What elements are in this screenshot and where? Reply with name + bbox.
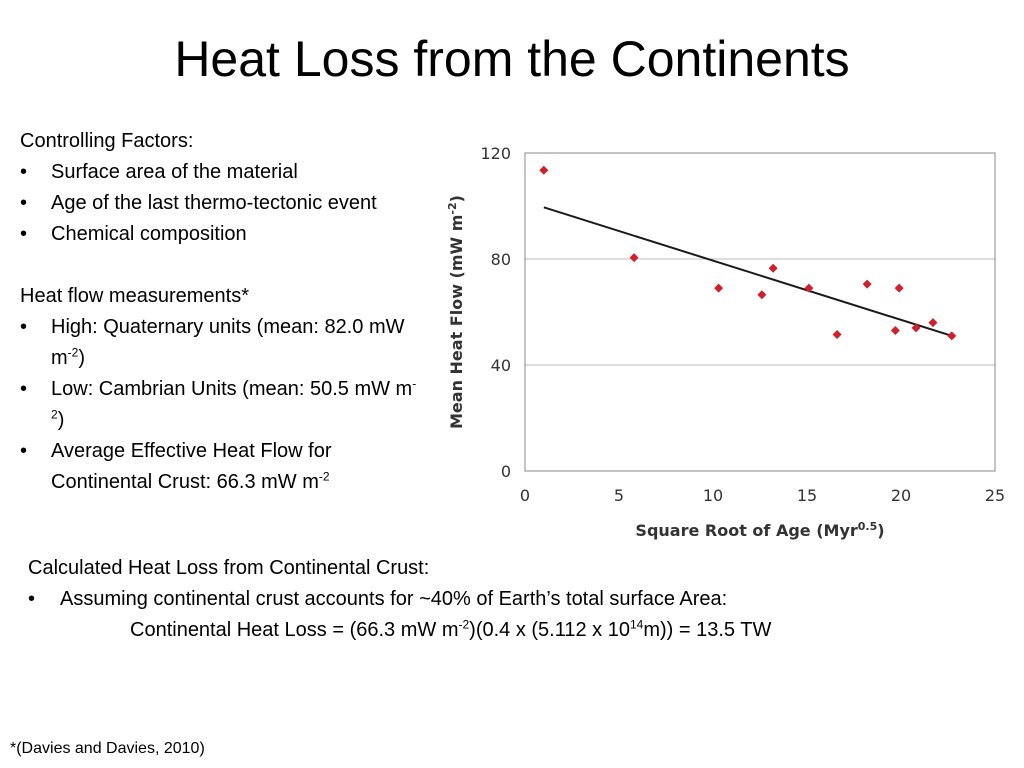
average-measurement-text: Average Effective Heat Flow for Continen… — [51, 440, 332, 493]
superscript: -2 — [318, 469, 330, 484]
heat-loss-formula: Continental Heat Loss = (66.3 mW m-2)(0.… — [28, 615, 1008, 646]
data-point — [757, 290, 767, 300]
calculation-heading: Calculated Heat Loss from Continental Cr… — [28, 557, 430, 579]
bullet-glyph: • — [20, 378, 28, 400]
calculation-block: Calculated Heat Loss from Continental Cr… — [28, 553, 1008, 646]
superscript: 14 — [629, 617, 644, 632]
data-point — [894, 283, 904, 293]
y-tick-label: 120 — [480, 144, 511, 163]
data-point — [862, 279, 872, 289]
data-point — [539, 165, 549, 175]
x-axis-label: Square Root of Age (Myr0.5) — [635, 520, 884, 540]
data-point — [832, 330, 842, 340]
list-item: • Age of the last thermo-tectonic event — [20, 188, 425, 219]
y-axis-label-sup: -2 — [446, 202, 459, 214]
data-point — [804, 283, 814, 293]
high-measurement-text: High: Quaternary units (mean: 82.0 mW m — [51, 316, 405, 369]
list-item: • Surface area of the material — [20, 157, 425, 188]
x-tick-label: 5 — [614, 486, 624, 505]
controlling-factor-text: Age of the last thermo-tectonic event — [51, 192, 377, 214]
low-measurement-text: Low: Cambrian Units (mean: 50.5 mW m — [51, 378, 413, 400]
data-point — [911, 323, 921, 333]
bullet-glyph: • — [20, 440, 28, 462]
list-item: • Low: Cambrian Units (mean: 50.5 mW m-2) — [20, 374, 425, 436]
controlling-factors-heading: Controlling Factors: — [20, 130, 194, 152]
bullet-glyph: • — [20, 161, 28, 183]
x-tick-label: 20 — [891, 486, 911, 505]
text-tail: ) — [78, 347, 86, 369]
controlling-factor-text: Chemical composition — [51, 223, 247, 245]
formula-part: m)) = 13.5 TW — [643, 619, 772, 641]
x-axis-label-tail: ) — [877, 521, 884, 540]
x-tick-label: 15 — [797, 486, 817, 505]
data-point — [928, 318, 938, 328]
measurements-heading: Heat flow measurements* — [20, 285, 249, 307]
x-tick-label: 0 — [520, 486, 530, 505]
x-tick-labels: 0 5 10 15 20 25 — [520, 486, 1005, 505]
left-text-block: Controlling Factors: • Surface area of th… — [20, 126, 425, 498]
x-tick-label: 25 — [985, 486, 1005, 505]
data-point — [768, 263, 778, 273]
controlling-factor-text: Surface area of the material — [51, 161, 298, 183]
assumption-text: Assuming continental crust accounts for … — [60, 588, 728, 610]
trend-line — [543, 206, 953, 337]
x-axis-label-sup: 0.5 — [858, 520, 878, 533]
slide-title: Heat Loss from the Continents — [174, 31, 850, 87]
formula-part: Continental Heat Loss = (66.3 mW m — [130, 619, 459, 641]
text-tail: ) — [57, 409, 65, 431]
data-point — [890, 326, 900, 336]
superscript: -2 — [51, 376, 417, 422]
y-tick-labels: 0 40 80 120 — [480, 144, 511, 481]
plot-area-frame — [524, 152, 996, 472]
bullet-glyph: • — [20, 223, 28, 245]
y-tick-label: 80 — [491, 250, 511, 269]
x-axis-label-text: Square Root of Age (Myr — [635, 521, 857, 540]
y-axis-label-tail: ) — [447, 195, 466, 202]
bullet-glyph: • — [28, 588, 36, 610]
formula-part: )(0.4 x (5.112 x 10 — [469, 619, 630, 641]
data-points — [539, 165, 957, 341]
data-point — [714, 283, 724, 293]
x-tick-label: 10 — [703, 486, 723, 505]
y-gridlines — [525, 152, 995, 472]
superscript: -2 — [458, 617, 470, 632]
bullet-glyph: • — [20, 316, 28, 338]
y-tick-label: 40 — [491, 356, 511, 375]
controlling-factors-list: • Surface area of the material • Age of th… — [20, 157, 425, 250]
list-item: • Chemical composition — [20, 219, 425, 250]
citation: *(Davies and Davies, 2010) — [10, 740, 205, 757]
bullet-glyph: • — [20, 192, 28, 214]
y-tick-label: 0 — [501, 462, 511, 481]
superscript: -2 — [67, 345, 79, 360]
data-point — [629, 253, 639, 263]
data-point — [947, 331, 957, 341]
list-item: • Assuming continental crust accounts for… — [28, 584, 1008, 615]
list-item: • Average Effective Heat Flow for Contine… — [20, 436, 425, 498]
list-item: • High: Quaternary units (mean: 82.0 mW m… — [20, 312, 425, 374]
y-axis-label-text: Mean Heat Flow (mW m — [447, 215, 466, 429]
measurements-list: • High: Quaternary units (mean: 82.0 mW m… — [20, 312, 425, 498]
heat-flow-scatter-chart: 0 40 80 120 0 5 10 15 20 25 Square Root of Age (… — [446, 144, 1005, 540]
y-axis-label: Mean Heat Flow (mW m-2) — [446, 195, 466, 429]
